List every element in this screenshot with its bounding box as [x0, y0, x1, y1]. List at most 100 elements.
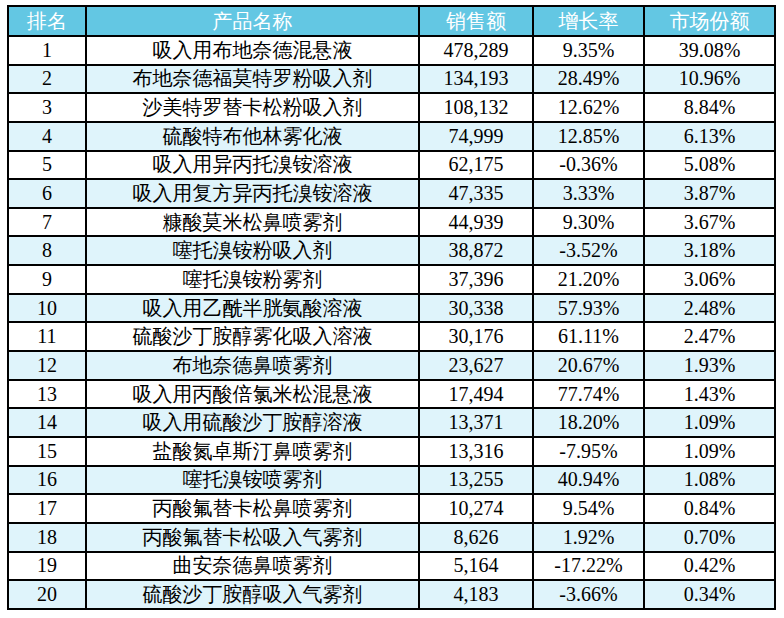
cell-sales: 37,396	[419, 265, 533, 294]
cell-growth: -0.36%	[533, 151, 644, 180]
cell-share: 0.34%	[644, 580, 775, 609]
table-row: 2布地奈德福莫特罗粉吸入剂134,19328.49%10.96%	[8, 65, 775, 94]
cell-sales: 4,183	[419, 580, 533, 609]
cell-sales: 478,289	[419, 36, 533, 65]
cell-sales: 13,316	[419, 437, 533, 466]
table-body: 1吸入用布地奈德混悬液478,2899.35%39.08%2布地奈德福莫特罗粉吸…	[8, 36, 775, 609]
cell-product: 丙酸氟替卡松鼻喷雾剂	[86, 494, 419, 523]
cell-growth: 1.92%	[533, 523, 644, 552]
product-ranking-table: 排名 产品名称 销售额 增长率 市场份额 1吸入用布地奈德混悬液478,2899…	[7, 5, 776, 610]
cell-rank: 7	[8, 208, 86, 237]
cell-rank: 3	[8, 93, 86, 122]
cell-growth: 77.74%	[533, 380, 644, 409]
cell-growth: 21.20%	[533, 265, 644, 294]
table-row: 1吸入用布地奈德混悬液478,2899.35%39.08%	[8, 36, 775, 65]
cell-product: 吸入用乙酰半胱氨酸溶液	[86, 294, 419, 323]
cell-rank: 18	[8, 523, 86, 552]
cell-product: 盐酸氮卓斯汀鼻喷雾剂	[86, 437, 419, 466]
cell-rank: 20	[8, 580, 86, 609]
cell-rank: 5	[8, 151, 86, 180]
table-row: 17丙酸氟替卡松鼻喷雾剂10,2749.54%0.84%	[8, 494, 775, 523]
cell-share: 39.08%	[644, 36, 775, 65]
cell-growth: 40.94%	[533, 466, 644, 495]
table-row: 5吸入用异丙托溴铵溶液62,175-0.36%5.08%	[8, 151, 775, 180]
cell-share: 0.84%	[644, 494, 775, 523]
cell-rank: 10	[8, 294, 86, 323]
cell-sales: 23,627	[419, 351, 533, 380]
cell-share: 3.06%	[644, 265, 775, 294]
table-row: 19曲安奈德鼻喷雾剂5,164-17.22%0.42%	[8, 552, 775, 581]
header-product: 产品名称	[86, 6, 419, 36]
cell-growth: -7.95%	[533, 437, 644, 466]
table-row: 3沙美特罗替卡松粉吸入剂108,13212.62%8.84%	[8, 93, 775, 122]
cell-sales: 62,175	[419, 151, 533, 180]
cell-share: 5.08%	[644, 151, 775, 180]
cell-rank: 8	[8, 236, 86, 265]
cell-growth: 61.11%	[533, 322, 644, 351]
cell-share: 3.18%	[644, 236, 775, 265]
header-growth: 增长率	[533, 6, 644, 36]
cell-product: 糠酸莫米松鼻喷雾剂	[86, 208, 419, 237]
cell-product: 吸入用布地奈德混悬液	[86, 36, 419, 65]
cell-rank: 9	[8, 265, 86, 294]
header-share: 市场份额	[644, 6, 775, 36]
cell-share: 2.47%	[644, 322, 775, 351]
cell-growth: 9.35%	[533, 36, 644, 65]
cell-share: 0.70%	[644, 523, 775, 552]
cell-sales: 5,164	[419, 552, 533, 581]
table-row: 11硫酸沙丁胺醇雾化吸入溶液30,17661.11%2.47%	[8, 322, 775, 351]
cell-rank: 19	[8, 552, 86, 581]
table-row: 4硫酸特布他林雾化液74,99912.85%6.13%	[8, 122, 775, 151]
cell-sales: 13,371	[419, 408, 533, 437]
cell-product: 硫酸特布他林雾化液	[86, 122, 419, 151]
cell-product: 噻托溴铵喷雾剂	[86, 466, 419, 495]
table-row: 20硫酸沙丁胺醇吸入气雾剂4,183-3.66%0.34%	[8, 580, 775, 609]
cell-sales: 30,176	[419, 322, 533, 351]
cell-growth: 9.54%	[533, 494, 644, 523]
cell-growth: 20.67%	[533, 351, 644, 380]
cell-rank: 11	[8, 322, 86, 351]
cell-product: 吸入用复方异丙托溴铵溶液	[86, 179, 419, 208]
cell-growth: -17.22%	[533, 552, 644, 581]
cell-product: 布地奈德鼻喷雾剂	[86, 351, 419, 380]
cell-sales: 74,999	[419, 122, 533, 151]
cell-share: 8.84%	[644, 93, 775, 122]
cell-rank: 12	[8, 351, 86, 380]
cell-growth: 3.33%	[533, 179, 644, 208]
cell-sales: 38,872	[419, 236, 533, 265]
cell-growth: 9.30%	[533, 208, 644, 237]
cell-rank: 4	[8, 122, 86, 151]
cell-rank: 16	[8, 466, 86, 495]
cell-share: 2.48%	[644, 294, 775, 323]
table-row: 12布地奈德鼻喷雾剂23,62720.67%1.93%	[8, 351, 775, 380]
cell-sales: 47,335	[419, 179, 533, 208]
cell-product: 吸入用丙酸倍氯米松混悬液	[86, 380, 419, 409]
cell-product: 丙酸氟替卡松吸入气雾剂	[86, 523, 419, 552]
cell-share: 3.87%	[644, 179, 775, 208]
cell-growth: 18.20%	[533, 408, 644, 437]
cell-product: 噻托溴铵粉吸入剂	[86, 236, 419, 265]
cell-sales: 134,193	[419, 65, 533, 94]
cell-rank: 6	[8, 179, 86, 208]
table-row: 15盐酸氮卓斯汀鼻喷雾剂13,316-7.95%1.09%	[8, 437, 775, 466]
cell-growth: 12.62%	[533, 93, 644, 122]
cell-sales: 17,494	[419, 380, 533, 409]
table-row: 8噻托溴铵粉吸入剂38,872-3.52%3.18%	[8, 236, 775, 265]
cell-product: 布地奈德福莫特罗粉吸入剂	[86, 65, 419, 94]
cell-share: 6.13%	[644, 122, 775, 151]
cell-product: 曲安奈德鼻喷雾剂	[86, 552, 419, 581]
table-row: 9噻托溴铵粉雾剂37,39621.20%3.06%	[8, 265, 775, 294]
cell-sales: 44,939	[419, 208, 533, 237]
header-row: 排名 产品名称 销售额 增长率 市场份额	[8, 6, 775, 36]
table-row: 18丙酸氟替卡松吸入气雾剂8,6261.92%0.70%	[8, 523, 775, 552]
cell-share: 3.67%	[644, 208, 775, 237]
table-row: 16噻托溴铵喷雾剂13,25540.94%1.08%	[8, 466, 775, 495]
cell-share: 1.09%	[644, 408, 775, 437]
cell-growth: -3.66%	[533, 580, 644, 609]
cell-rank: 15	[8, 437, 86, 466]
cell-sales: 13,255	[419, 466, 533, 495]
cell-rank: 17	[8, 494, 86, 523]
cell-product: 硫酸沙丁胺醇吸入气雾剂	[86, 580, 419, 609]
cell-rank: 2	[8, 65, 86, 94]
table-row: 13吸入用丙酸倍氯米松混悬液17,49477.74%1.43%	[8, 380, 775, 409]
